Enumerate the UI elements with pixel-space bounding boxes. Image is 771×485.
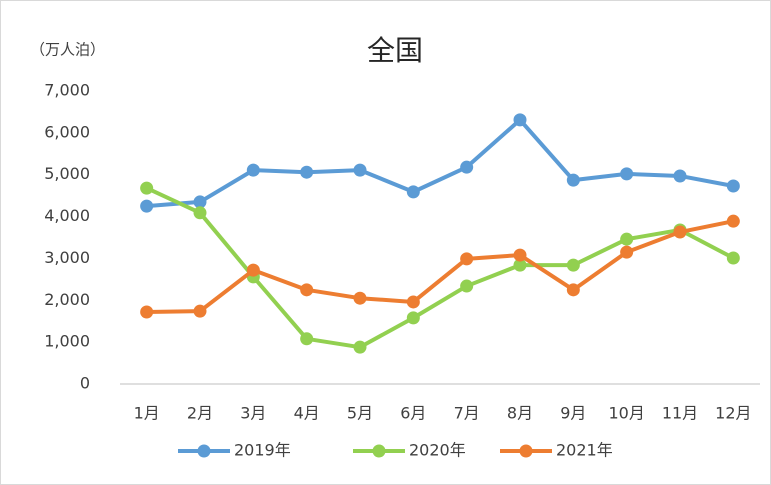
y-tick-label: 6,000 bbox=[44, 122, 90, 141]
data-point bbox=[513, 248, 527, 262]
data-point bbox=[193, 195, 207, 209]
legend-label: 2019年 bbox=[234, 441, 291, 460]
data-point bbox=[566, 283, 580, 297]
data-point bbox=[406, 185, 420, 199]
legend-marker bbox=[197, 444, 211, 458]
data-point bbox=[300, 165, 314, 179]
y-tick-label: 7,000 bbox=[44, 81, 90, 100]
data-point bbox=[300, 332, 314, 346]
legend-label: 2020年 bbox=[409, 441, 466, 460]
data-point bbox=[353, 291, 367, 305]
data-point bbox=[353, 340, 367, 354]
legend-marker bbox=[519, 444, 533, 458]
x-tick-label: 6月 bbox=[400, 404, 426, 423]
legend-label: 2021年 bbox=[556, 441, 613, 460]
y-tick-label: 4,000 bbox=[44, 206, 90, 225]
x-tick-label: 10月 bbox=[608, 404, 644, 423]
series-line bbox=[146, 219, 734, 315]
data-point bbox=[566, 258, 580, 272]
data-point bbox=[620, 245, 634, 259]
y-tick-label: 2,000 bbox=[44, 290, 90, 309]
data-point bbox=[460, 160, 474, 174]
y-tick-label: 0 bbox=[80, 374, 90, 393]
y-tick-label: 3,000 bbox=[44, 248, 90, 267]
x-tick-label: 3月 bbox=[240, 404, 266, 423]
data-point bbox=[726, 214, 740, 228]
data-point bbox=[673, 225, 687, 239]
data-point bbox=[140, 305, 154, 319]
data-point bbox=[406, 311, 420, 325]
y-axis-unit: （万人泊） bbox=[30, 41, 105, 59]
data-point bbox=[460, 279, 474, 293]
series-line bbox=[145, 186, 735, 350]
legend-marker bbox=[372, 444, 386, 458]
x-tick-label: 7月 bbox=[454, 404, 480, 423]
x-tick-label: 11月 bbox=[662, 404, 698, 423]
x-tick-label: 8月 bbox=[507, 404, 533, 423]
data-point bbox=[246, 263, 260, 277]
x-tick-label: 4月 bbox=[294, 404, 320, 423]
x-tick-label: 5月 bbox=[347, 404, 373, 423]
data-point bbox=[513, 113, 527, 127]
data-point bbox=[406, 295, 420, 309]
data-point bbox=[673, 169, 687, 183]
data-point bbox=[193, 304, 207, 318]
data-point bbox=[726, 251, 740, 265]
y-tick-label: 5,000 bbox=[44, 164, 90, 183]
data-point bbox=[140, 181, 154, 195]
x-tick-label: 2月 bbox=[187, 404, 213, 423]
data-point bbox=[620, 232, 634, 246]
data-point bbox=[566, 173, 580, 187]
data-point bbox=[620, 167, 634, 181]
data-point bbox=[246, 163, 260, 177]
data-point bbox=[193, 206, 207, 220]
y-tick-label: 1,000 bbox=[44, 332, 90, 351]
data-point bbox=[300, 283, 314, 297]
chart-title: 全国 bbox=[367, 34, 423, 67]
data-point bbox=[140, 199, 154, 213]
data-point bbox=[460, 252, 474, 266]
data-point bbox=[726, 179, 740, 193]
x-tick-label: 1月 bbox=[134, 404, 160, 423]
data-point bbox=[513, 258, 527, 272]
x-tick-label: 12月 bbox=[715, 404, 751, 423]
x-tick-label: 9月 bbox=[560, 404, 586, 423]
series-line bbox=[146, 117, 734, 209]
data-point bbox=[353, 163, 367, 177]
